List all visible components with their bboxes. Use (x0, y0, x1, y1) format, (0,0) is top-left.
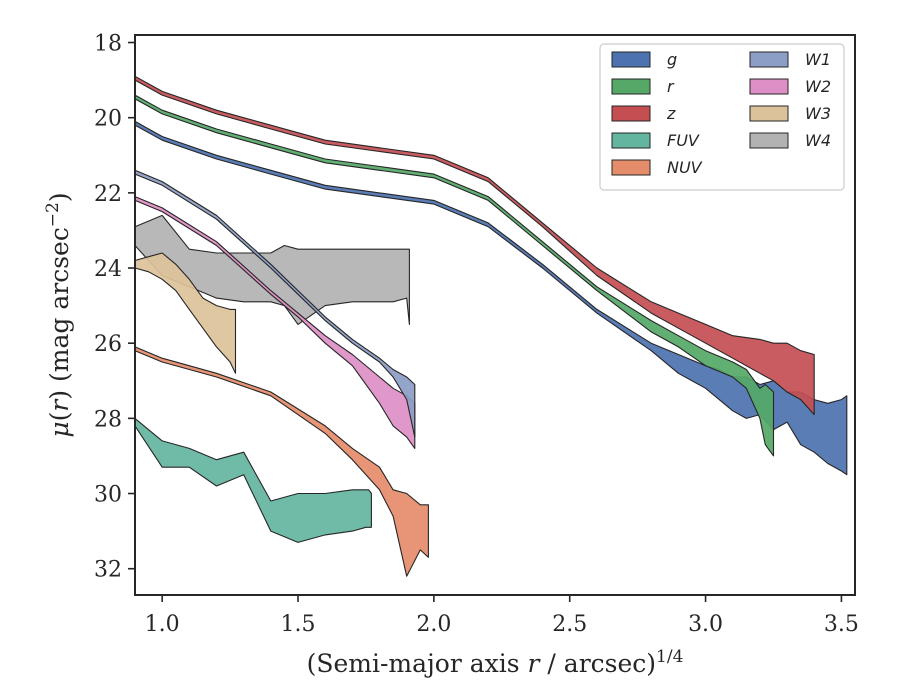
y-tick-label: 30 (94, 483, 122, 508)
x-axis-title: (Semi-major axis r / arcsec)1/4 (307, 647, 684, 678)
legend-label: W4 (805, 131, 831, 150)
legend-label: z (666, 104, 676, 123)
x-tick-label: 3.0 (688, 612, 723, 637)
legend-swatch (611, 132, 651, 149)
legend-item-fuv: FUV (611, 131, 700, 150)
x-tick-label: 3.5 (824, 612, 859, 637)
legend-swatch (611, 51, 651, 68)
y-tick-label: 18 (94, 32, 122, 57)
y-axis-title: μ(r) (mag arcsec−2) (43, 192, 74, 437)
series-z-band (134, 75, 815, 416)
legend-label: W2 (805, 77, 831, 96)
y-axis: 18 20 22 24 26 28 30 32 (94, 32, 135, 583)
x-tick-label: 2.0 (416, 612, 451, 637)
legend-item-nuv: NUV (611, 158, 703, 177)
series-w1-band (134, 169, 416, 438)
legend-label: W1 (805, 50, 831, 69)
legend-swatch (749, 51, 789, 68)
series-g-band (134, 120, 848, 476)
y-tick-label: 20 (94, 107, 122, 132)
legend-label: NUV (667, 158, 703, 177)
legend: grz FUV NUV W1 W2 W3 W4 (599, 43, 845, 191)
legend-swatch (611, 78, 651, 95)
legend-swatch (611, 105, 651, 122)
x-tick-label: 2.5 (552, 612, 587, 637)
legend-swatch (749, 78, 789, 95)
x-axis: 1.0 1.5 2.0 2.5 3.0 3.5 (145, 595, 859, 637)
series-w3-band (134, 252, 237, 374)
legend-swatch (749, 105, 789, 122)
series-areas (134, 75, 848, 577)
legend-item-w2: W2 (749, 77, 831, 96)
y-tick-label: 22 (94, 182, 122, 207)
legend-item-g: g (611, 50, 677, 69)
legend-item-w1: W1 (749, 50, 831, 69)
series-nuv-band (134, 346, 429, 577)
y-tick-label: 24 (94, 257, 122, 282)
plot-frame (134, 34, 856, 596)
legend-swatch (611, 159, 651, 176)
legend-swatch (749, 132, 789, 149)
series-r-band (134, 94, 775, 457)
legend-item-z: z (611, 104, 676, 123)
series-w2-band (134, 196, 416, 449)
x-tick-label: 1.0 (145, 612, 180, 637)
y-tick-label: 28 (94, 407, 122, 432)
series-fuv-band (134, 417, 372, 543)
legend-label: r (667, 77, 675, 96)
legend-label: g (667, 50, 677, 69)
legend-item-r: r (611, 77, 675, 96)
x-tick-label: 1.5 (281, 612, 316, 637)
legend-label: W3 (805, 104, 831, 123)
y-tick-label: 32 (94, 558, 122, 583)
legend-item-w4: W4 (749, 131, 831, 150)
legend-label: FUV (667, 131, 700, 150)
legend-item-w3: W3 (749, 104, 831, 123)
y-tick-label: 26 (94, 332, 122, 357)
